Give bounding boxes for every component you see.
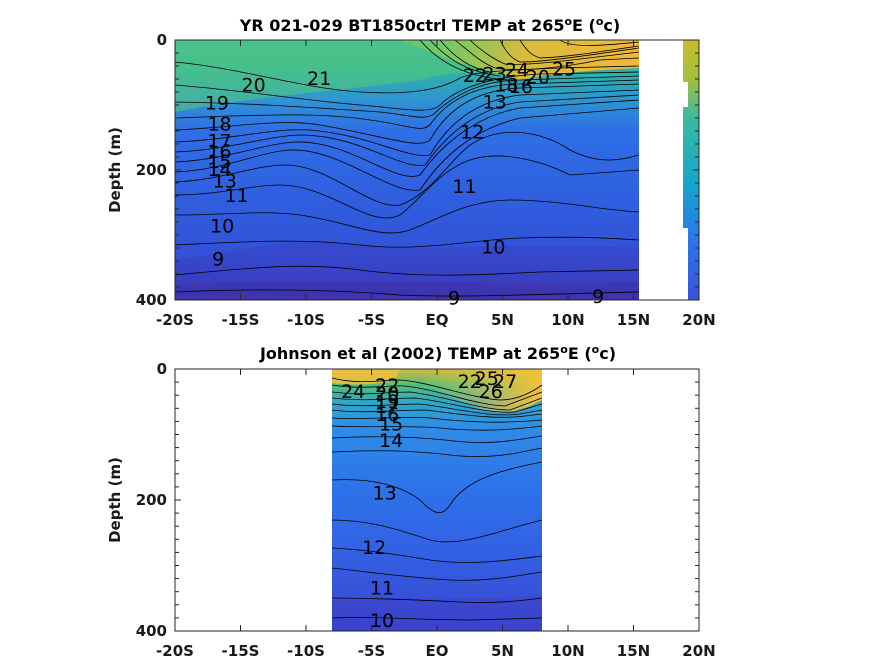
x-tick-label: EQ <box>426 642 449 656</box>
contour-label: 11 <box>370 577 394 599</box>
x-tick-label: -20S <box>156 311 194 329</box>
y-tick-label: 200 <box>136 161 167 179</box>
contour-label: 18 <box>494 75 518 97</box>
contour-label: 21 <box>307 68 331 90</box>
bottom-panel: Johnson et al (2002) TEMP at 265oE (oc) <box>106 343 716 656</box>
bottom-x-tick-labels: -20S -15S -10S -5S EQ 5N 10N 15N 20N <box>156 642 716 656</box>
contour-label: 13 <box>373 482 397 504</box>
x-tick-label: 10N <box>551 642 584 656</box>
contour-label: 15 <box>207 151 231 173</box>
contour-label: 20 <box>526 67 550 89</box>
x-tick-label: EQ <box>426 311 449 329</box>
contour-label: 25 <box>552 58 576 80</box>
contour-label: 11 <box>224 185 248 207</box>
contour-label: 17 <box>375 396 399 418</box>
contour-label: 14 <box>379 430 403 452</box>
bottom-contour-lines <box>331 377 543 621</box>
x-tick-label: -5S <box>358 311 385 329</box>
contour-label: 15 <box>379 414 403 436</box>
contour-label: 13 <box>483 91 507 113</box>
y-tick-label: 0 <box>157 360 167 378</box>
x-tick-label: 20N <box>682 642 715 656</box>
contour-label: 10 <box>210 216 234 238</box>
x-tick-label: -15S <box>222 642 260 656</box>
x-tick-label: -10S <box>287 311 325 329</box>
contour-label: 12 <box>460 121 484 143</box>
contour-label: 20 <box>375 383 399 405</box>
top-panel: YR 021-029 BT1850ctrl TEMP at 265oE (oc) <box>106 15 716 329</box>
x-tick-label: -10S <box>287 642 325 656</box>
contour-label: 16 <box>207 141 231 163</box>
top-missing-data-mask-2 <box>683 82 688 107</box>
contour-label: 9 <box>448 288 460 310</box>
contour-label: 10 <box>370 610 394 632</box>
y-tick-label: 400 <box>136 622 167 640</box>
bottom-y-tick-labels: 0 200 400 <box>136 360 167 640</box>
contour-label: 9 <box>592 286 604 308</box>
contour-label: 11 <box>452 176 476 198</box>
top-y-axis-label: Depth (m) <box>106 127 124 213</box>
top-y-tick-labels: 0 200 400 <box>136 31 167 309</box>
contour-label: 22 <box>463 65 487 87</box>
contour-label: 24 <box>505 60 529 82</box>
x-tick-label: -15S <box>222 311 260 329</box>
contour-label: 12 <box>362 537 386 559</box>
x-tick-label: 10N <box>551 311 584 329</box>
top-x-tick-labels: -20S -15S -10S -5S EQ 5N 10N 15N 20N <box>156 311 716 329</box>
x-tick-label: 5N <box>491 311 514 329</box>
bottom-axis-ticks <box>174 368 700 632</box>
contour-label: 9 <box>212 249 224 271</box>
contour-label: 18 <box>207 114 231 136</box>
x-tick-label: -20S <box>156 642 194 656</box>
bottom-y-axis-label: Depth (m) <box>106 457 124 543</box>
contour-label: 17 <box>207 130 231 152</box>
y-tick-label: 400 <box>136 291 167 309</box>
contour-label: 27 <box>493 371 517 393</box>
contour-label: 22 <box>375 375 399 397</box>
contour-label: 26 <box>479 381 503 403</box>
x-tick-label: 5N <box>491 642 514 656</box>
contour-label: 19 <box>375 391 399 413</box>
bottom-heatmap-field <box>332 369 542 631</box>
contour-label: 13 <box>213 171 237 193</box>
x-tick-label: 15N <box>617 642 650 656</box>
x-tick-label: 20N <box>682 311 715 329</box>
contour-label: 25 <box>475 368 499 390</box>
bottom-chart-title: Johnson et al (2002) TEMP at 265oE (oc) <box>259 343 616 363</box>
top-contour-lines <box>174 39 640 297</box>
contour-label: 24 <box>341 381 365 403</box>
contour-label: 16 <box>375 404 399 426</box>
contour-label: 19 <box>205 93 229 115</box>
contour-label: 14 <box>207 159 231 181</box>
y-tick-label: 0 <box>157 31 167 49</box>
y-tick-label: 200 <box>136 491 167 509</box>
contour-label: 10 <box>481 236 505 258</box>
contour-label: 16 <box>509 76 533 98</box>
x-tick-label: -5S <box>358 642 385 656</box>
contour-label: 23 <box>483 63 507 85</box>
top-heatmap-field <box>175 40 699 300</box>
contour-label: 22 <box>458 371 482 393</box>
x-tick-label: 15N <box>617 311 650 329</box>
contour-label: 20 <box>242 75 266 97</box>
top-missing-data-mask <box>639 40 683 300</box>
top-chart-title: YR 021-029 BT1850ctrl TEMP at 265oE (oc) <box>239 15 620 35</box>
top-axis-ticks <box>174 39 700 301</box>
top-missing-data-mask-3 <box>683 228 688 300</box>
